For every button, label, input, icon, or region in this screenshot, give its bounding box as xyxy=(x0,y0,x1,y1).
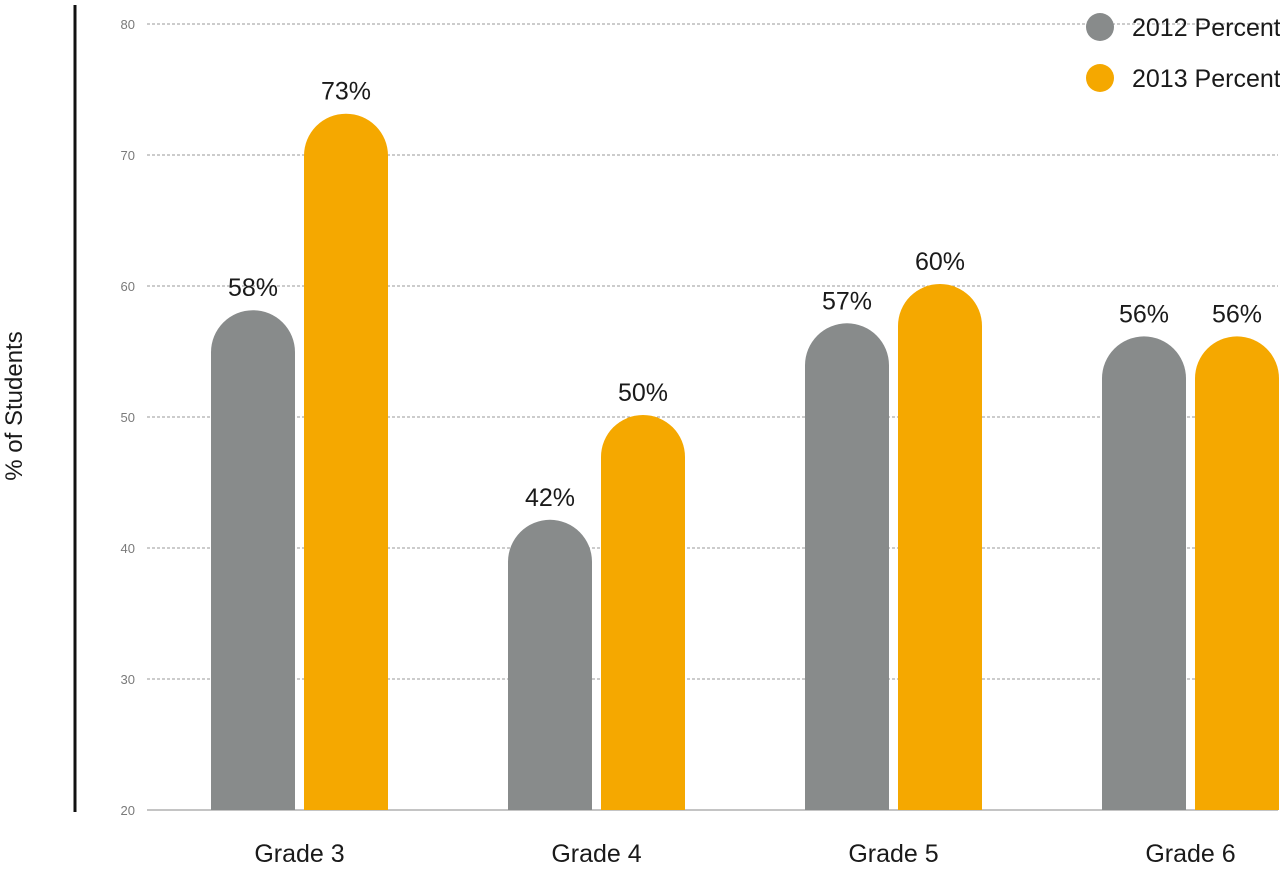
y-tick-label: 30 xyxy=(121,672,135,687)
y-tick-label: 60 xyxy=(121,279,135,294)
y-axis-ticks: 20 30 40 50 60 70 80 xyxy=(121,17,135,818)
gridlines xyxy=(147,23,1278,811)
bar-2013-grade-6 xyxy=(1195,336,1279,810)
bar-2013-grade-3 xyxy=(304,113,388,810)
bar-2012-grade-4 xyxy=(508,519,592,810)
y-tick-label: 70 xyxy=(121,148,135,163)
y-tick-label: 50 xyxy=(121,410,135,425)
data-label: 60% xyxy=(915,248,965,276)
bar-2012-grade-3 xyxy=(211,310,295,810)
x-category-label: Grade 4 xyxy=(551,840,641,868)
data-label: 56% xyxy=(1212,300,1262,328)
bar-2013-grade-4 xyxy=(601,415,685,810)
x-axis-categories: Grade 3 Grade 4 Grade 5 Grade 6 xyxy=(254,840,1235,868)
y-tick-label: 80 xyxy=(121,17,135,32)
data-label: 50% xyxy=(618,379,668,407)
bar-2013-grade-5 xyxy=(898,284,982,810)
legend: 2012 Percent 2013 Percent xyxy=(1086,13,1280,93)
data-label: 73% xyxy=(321,78,371,106)
bar-2012-grade-5 xyxy=(805,323,889,810)
data-labels: 58% 73% 42% 50% 57% 60% 56% 56% xyxy=(228,78,1262,512)
legend-swatch xyxy=(1086,13,1114,41)
x-category-label: Grade 6 xyxy=(1145,840,1235,868)
data-label: 57% xyxy=(822,287,872,315)
y-axis-label: % of Students xyxy=(1,331,28,480)
legend-label: 2013 Percent xyxy=(1132,65,1280,93)
bars xyxy=(211,113,1279,810)
y-tick-label: 40 xyxy=(121,541,135,556)
legend-label: 2012 Percent xyxy=(1132,14,1280,42)
data-label: 42% xyxy=(525,484,575,512)
legend-swatch xyxy=(1086,64,1114,92)
bar-2012-grade-6 xyxy=(1102,336,1186,810)
data-label: 58% xyxy=(228,274,278,302)
x-category-label: Grade 3 xyxy=(254,840,344,868)
x-category-label: Grade 5 xyxy=(848,840,938,868)
y-tick-label: 20 xyxy=(121,803,135,818)
data-label: 56% xyxy=(1119,300,1169,328)
